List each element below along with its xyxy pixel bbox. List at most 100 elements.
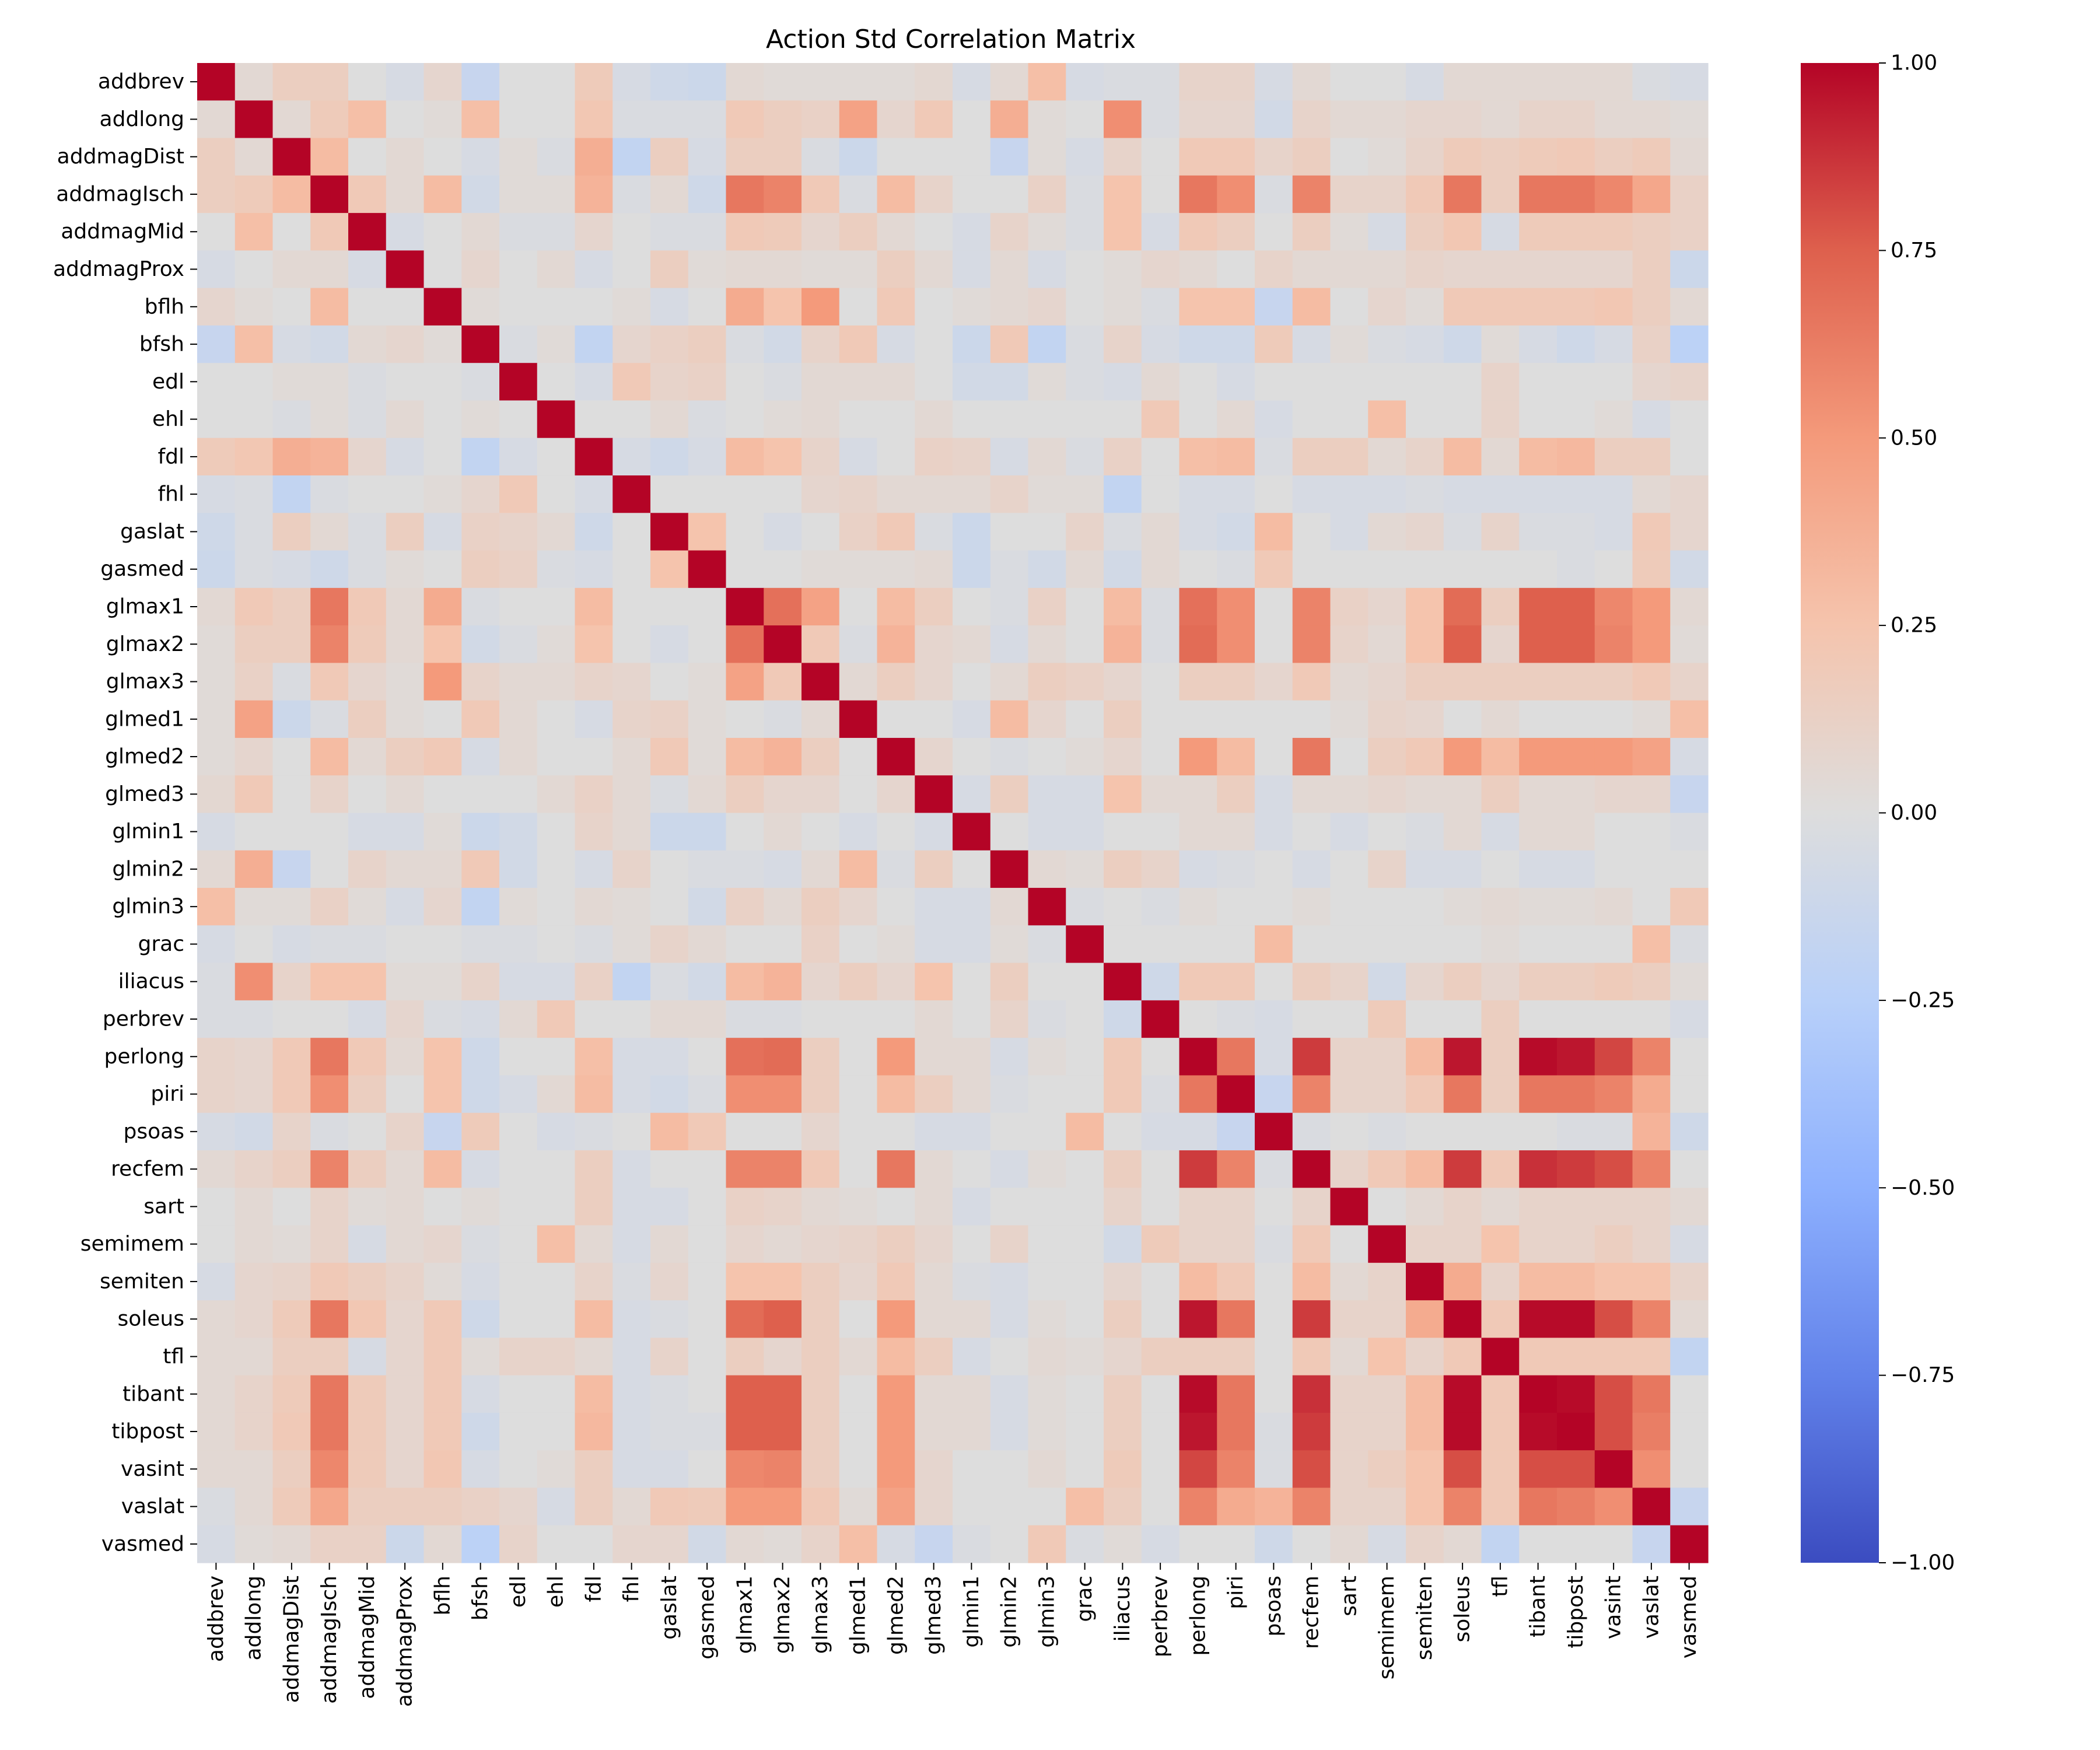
heatmap-cell-glmed2-tibpost xyxy=(1557,737,1595,776)
heatmap-cell-tfl-iliacus xyxy=(1104,1338,1142,1376)
heatmap-cell-glmed2-glmax2 xyxy=(764,737,802,776)
heatmap-cell-glmax3-addmagDist xyxy=(272,663,311,701)
heatmap-cell-tibpost-ehl xyxy=(537,1412,576,1451)
heatmap-cell-glmin2-glmed2 xyxy=(877,850,915,888)
heatmap-cell-addlong-recfem xyxy=(1292,100,1331,139)
heatmap-cell-addmagDist-edl xyxy=(499,138,538,176)
heatmap-cell-fhl-addmagMid xyxy=(348,475,387,513)
heatmap-cell-soleus-addmagMid xyxy=(348,1300,387,1338)
y-tick-label: addmagIsch xyxy=(56,182,184,206)
heatmap-cell-perlong-edl xyxy=(499,1038,538,1076)
colorbar-tick-label: 0.25 xyxy=(1891,614,1937,638)
heatmap-cell-addlong-addlong xyxy=(235,100,274,139)
heatmap-cell-glmax3-glmax2 xyxy=(764,663,802,701)
heatmap-cell-glmin2-glmax3 xyxy=(802,850,840,888)
colorbar-tick-label: 1.00 xyxy=(1891,51,1937,75)
heatmap-cell-addmagMid-tfl xyxy=(1481,213,1520,251)
heatmap-cell-glmax1-addmagDist xyxy=(272,587,311,626)
heatmap-cell-tibpost-glmin3 xyxy=(1028,1412,1066,1451)
heatmap-cell-perlong-fdl xyxy=(575,1038,613,1076)
heatmap-cell-piri-tibant xyxy=(1519,1075,1558,1114)
heatmap-cell-glmed3-psoas xyxy=(1255,775,1293,814)
heatmap-cell-tfl-bflh xyxy=(424,1338,462,1376)
heatmap-cell-recfem-glmax3 xyxy=(802,1150,840,1188)
heatmap-cell-bflh-perlong xyxy=(1179,288,1217,326)
heatmap-cell-perlong-vaslat xyxy=(1632,1038,1671,1076)
heatmap-cell-piri-addlong xyxy=(235,1075,274,1114)
heatmap-cell-addlong-bfsh xyxy=(461,100,500,139)
heatmap-cell-fdl-gasmed xyxy=(688,438,727,476)
heatmap-cell-glmin1-recfem xyxy=(1292,813,1331,851)
heatmap-cell-addmagMid-addmagProx xyxy=(386,213,425,251)
heatmap-cell-tibpost-addmagDist xyxy=(272,1412,311,1451)
heatmap-cell-glmin1-vasint xyxy=(1594,813,1633,851)
heatmap-cell-addbrev-vaslat xyxy=(1632,63,1671,101)
heatmap-cell-addmagDist-vasmed xyxy=(1670,138,1709,176)
heatmap-cell-perbrev-sart xyxy=(1330,1000,1368,1038)
heatmap-cell-vaslat-semimem xyxy=(1368,1488,1406,1526)
heatmap-cell-fhl-glmin3 xyxy=(1028,475,1066,513)
heatmap-cell-fdl-glmed2 xyxy=(877,438,915,476)
heatmap-cell-addbrev-addmagProx xyxy=(386,63,425,101)
heatmap-cell-addlong-glmed2 xyxy=(877,100,915,139)
heatmap-cell-bfsh-glmin1 xyxy=(953,325,991,363)
heatmap-cell-semimem-addmagProx xyxy=(386,1225,425,1264)
heatmap-cell-perbrev-glmed3 xyxy=(915,1000,953,1038)
x-tick-label: perlong xyxy=(1186,1576,1210,1656)
heatmap-cell-glmax3-addmagMid xyxy=(348,663,387,701)
heatmap-cell-glmin3-glmed3 xyxy=(915,888,953,926)
heatmap-cell-edl-addmagDist xyxy=(272,363,311,401)
heatmap-cell-glmin3-sart xyxy=(1330,888,1368,926)
heatmap-cell-glmed2-glmin2 xyxy=(990,737,1029,776)
heatmap-cell-vasmed-piri xyxy=(1217,1525,1255,1563)
heatmap-cell-gaslat-ehl xyxy=(537,513,576,551)
heatmap-cell-addmagMid-ehl xyxy=(537,213,576,251)
heatmap-cell-tibant-addmagMid xyxy=(348,1375,387,1413)
heatmap-cell-fhl-fdl xyxy=(575,475,613,513)
heatmap-cell-iliacus-piri xyxy=(1217,963,1255,1001)
heatmap-cell-edl-bfsh xyxy=(461,363,500,401)
heatmap-cell-sart-glmin3 xyxy=(1028,1188,1066,1226)
heatmap-cell-bflh-glmax2 xyxy=(764,288,802,326)
colorbar-tick-label: 0.00 xyxy=(1891,801,1937,825)
heatmap-cell-tibant-gasmed xyxy=(688,1375,727,1413)
heatmap-cell-vasmed-glmin2 xyxy=(990,1525,1029,1563)
heatmap-cell-glmin1-tibant xyxy=(1519,813,1558,851)
heatmap-cell-addmagMid-gaslat xyxy=(650,213,689,251)
heatmap-cell-sart-semimem xyxy=(1368,1188,1406,1226)
heatmap-cell-bfsh-semimem xyxy=(1368,325,1406,363)
heatmap-cell-vasmed-grac xyxy=(1066,1525,1104,1563)
heatmap-cell-bflh-grac xyxy=(1066,288,1104,326)
heatmap-cell-addmagDist-glmed2 xyxy=(877,138,915,176)
heatmap-cell-glmax3-fdl xyxy=(575,663,613,701)
heatmap-cell-perbrev-glmax2 xyxy=(764,1000,802,1038)
heatmap-cell-tibant-glmin3 xyxy=(1028,1375,1066,1413)
heatmap-cell-addlong-vasint xyxy=(1594,100,1633,139)
heatmap-cell-bflh-glmin2 xyxy=(990,288,1029,326)
heatmap-cell-iliacus-vaslat xyxy=(1632,963,1671,1001)
heatmap-cell-ehl-perbrev xyxy=(1141,400,1180,439)
heatmap-cell-gaslat-tibant xyxy=(1519,513,1558,551)
heatmap-cell-addlong-glmed3 xyxy=(915,100,953,139)
heatmap-cell-recfem-bflh xyxy=(424,1150,462,1188)
heatmap-cell-perbrev-bflh xyxy=(424,1000,462,1038)
heatmap-cell-glmax2-perlong xyxy=(1179,625,1217,664)
heatmap-cell-glmax3-addmagIsch xyxy=(310,663,349,701)
heatmap-cell-tibant-addlong xyxy=(235,1375,274,1413)
heatmap-cell-tibpost-glmax2 xyxy=(764,1412,802,1451)
heatmap-cell-gasmed-piri xyxy=(1217,550,1255,589)
heatmap-cell-tfl-ehl xyxy=(537,1338,576,1376)
x-tick-label: glmed3 xyxy=(922,1576,946,1655)
heatmap-cell-gaslat-addbrev xyxy=(197,513,236,551)
heatmap-cell-soleus-glmin3 xyxy=(1028,1300,1066,1338)
heatmap-cell-glmin1-sart xyxy=(1330,813,1368,851)
heatmap-cell-sart-psoas xyxy=(1255,1188,1293,1226)
heatmap-cell-tibant-addmagProx xyxy=(386,1375,425,1413)
heatmap-cell-tibpost-glmed1 xyxy=(839,1412,878,1451)
heatmap-cell-glmed2-soleus xyxy=(1443,737,1482,776)
heatmap-cell-vasmed-vasint xyxy=(1594,1525,1633,1563)
heatmap-cell-gaslat-fdl xyxy=(575,513,613,551)
heatmap-cell-addmagIsch-recfem xyxy=(1292,175,1331,214)
heatmap-cell-iliacus-addbrev xyxy=(197,963,236,1001)
heatmap-cell-gasmed-glmin1 xyxy=(953,550,991,589)
